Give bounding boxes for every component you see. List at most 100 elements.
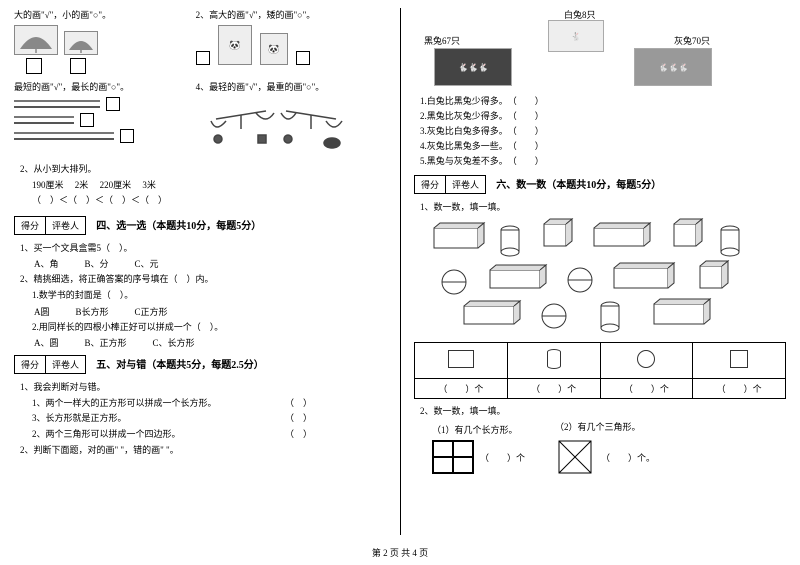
sec4-q2b-options[interactable]: A、圆 B、正方形 C、长方形 <box>34 336 386 349</box>
count-label-3[interactable]: （ ）个 <box>600 378 693 398</box>
count-label-1[interactable]: （ ）个 <box>415 378 508 398</box>
rope-2-checkbox[interactable] <box>80 113 94 127</box>
fan-large-checkbox[interactable] <box>26 58 42 74</box>
balance-scale-image <box>196 97 346 157</box>
sec6-q2b-blank[interactable]: （ ）个。 <box>601 451 655 464</box>
sec5-item-3: 2、两个三角形可以拼成一个四边形。 （ ） <box>32 428 312 441</box>
sort-items: 190厘米 2米 220厘米 3米 <box>32 179 386 192</box>
white-rabbit-image: 🐇 <box>548 20 604 52</box>
black-rabbit-image: 🐇🐇🐇 <box>434 48 512 86</box>
left-column: 大的画"√"，小的画"○"。 2、高大的画"√"，矮的画"○"。 🐼 🐼 <box>0 0 400 565</box>
rope-3-checkbox[interactable] <box>120 129 134 143</box>
rabbit-q1-text: 1.白兔比黑兔少得多。 <box>420 96 503 106</box>
right-column: 白兔8只 黑兔67只 灰兔70只 🐇 🐇🐇🐇 🐇🐇🐇 1.白兔比黑兔少得多。 （… <box>400 0 800 565</box>
count-table: （ ）个 （ ）个 （ ）个 （ ）个 <box>414 342 786 399</box>
rabbit-q4: 4.灰兔比黑兔多一些。 （ ） <box>420 139 786 152</box>
sort-item-2: 2米 <box>75 180 89 190</box>
sec6-heading: 六、数一数（本题共10分，每题5分） <box>496 176 661 191</box>
sec5-score-box: 得分 评卷人 <box>14 355 86 374</box>
rabbit-q2-text: 2.黑兔比灰兔少得多。 <box>420 111 503 121</box>
sec4-q2a-opt-b[interactable]: B长方形 <box>76 305 109 318</box>
sec6-q2a: （1）有几个长方形。 <box>432 423 525 436</box>
sec5-grader-label: 评卷人 <box>46 356 85 373</box>
sec4-q1: 1、买一个文具盒需5（ ）。 <box>20 242 386 255</box>
sec4-q2b: 2.用同样长的四根小棒正好可以拼成一个（ ）。 <box>32 321 386 334</box>
sec4-grader-label: 评卷人 <box>46 217 85 234</box>
triangle-figure <box>555 437 595 477</box>
sec5-heading: 五、对与错（本题共5分，每题2.5分） <box>96 356 264 371</box>
sec4-q2a-opt-a[interactable]: A圆 <box>34 305 50 318</box>
sec4-q2a-opt-c[interactable]: C正方形 <box>135 305 168 318</box>
sec6-q2a-blank[interactable]: （ ）个 <box>480 451 525 464</box>
fan-large-image <box>14 25 58 55</box>
sec5-item-2: 3、长方形就是正方形。 （ ） <box>32 412 312 425</box>
rabbit-q5: 5.黑兔与灰兔差不多。 （ ） <box>420 154 786 167</box>
page-footer: 第 2 页 共 4 页 <box>0 546 800 559</box>
grey-rabbit-image: 🐇🐇🐇 <box>634 48 712 86</box>
sec6-q1: 1、数一数，填一填。 <box>420 201 786 214</box>
sort-item-3: 220厘米 <box>100 180 132 190</box>
count-cell-cylinder <box>507 342 600 378</box>
q3-instruction: 最短的画"√"，最长的画"○"。 <box>14 80 190 93</box>
sec5-item-3-text: 2、两个三角形可以拼成一个四边形。 <box>32 428 181 441</box>
sec4-q1-opt-a[interactable]: A、角 <box>34 257 59 270</box>
sec6-score-label: 得分 <box>415 176 446 193</box>
sort-blanks[interactable]: （ ）＜（ ）＜（ ）＜（ ） <box>32 194 386 207</box>
sort-item-4: 3米 <box>142 180 156 190</box>
sec4-q2b-opt-b[interactable]: B、正方形 <box>85 336 127 349</box>
rabbit-q4-text: 4.灰兔比黑兔多一些。 <box>420 141 503 151</box>
shapes-svg <box>414 218 774 336</box>
rabbit-q2: 2.黑兔比灰兔少得多。 （ ） <box>420 109 786 122</box>
count-label-2[interactable]: （ ）个 <box>507 378 600 398</box>
fan-small-image <box>64 31 98 55</box>
sec6-q2b-wrap: （2）有几个三角形。 （ ）个。 <box>555 420 655 477</box>
rabbit-q3-text: 3.灰兔比白兔多得多。 <box>420 126 503 136</box>
sec5-item-3-blank[interactable]: （ ） <box>285 428 312 441</box>
shapes-area <box>414 218 786 338</box>
rope-2 <box>14 116 74 124</box>
sec5-q1: 1、我会判断对与错。 <box>20 381 386 394</box>
sec4-score-box: 得分 评卷人 <box>14 216 86 235</box>
sort-item-1: 190厘米 <box>32 180 64 190</box>
sec4-q2a: 1.数学书的封面是（ ）。 <box>32 289 386 302</box>
compare-size-row: 大的画"√"，小的画"○"。 2、高大的画"√"，矮的画"○"。 🐼 🐼 <box>14 8 386 74</box>
sec5-item-2-blank[interactable]: （ ） <box>285 412 312 425</box>
q1-instruction: 大的画"√"，小的画"○"。 <box>14 8 190 21</box>
sec4-q1-options[interactable]: A、角 B、分 C、元 <box>34 257 386 270</box>
sec6-q2: 2、数一数，填一填。 <box>420 405 786 418</box>
sec4-q1-opt-c[interactable]: C、元 <box>135 257 159 270</box>
panda-tall-image: 🐼 <box>218 25 252 65</box>
sec4-q2b-opt-a[interactable]: A、圆 <box>34 336 59 349</box>
sec4-q2a-options[interactable]: A圆 B长方形 C正方形 <box>34 305 386 318</box>
sec6-q2a-wrap: （1）有几个长方形。 （ ）个 <box>432 423 525 474</box>
sec5-item-1-text: 1、两个一样大的正方形可以拼成一个长方形。 <box>32 397 217 410</box>
rabbit-q3: 3.灰兔比白兔多得多。 （ ） <box>420 124 786 137</box>
sec5-item-1-blank[interactable]: （ ） <box>285 397 312 410</box>
q4-instruction: 4、最轻的画"√"，最重的画"○"。 <box>196 80 386 93</box>
count-cell-cube <box>693 342 786 378</box>
sec5-score-label: 得分 <box>15 356 46 373</box>
sort-title: 2、从小到大排列。 <box>20 163 386 176</box>
sec4-heading: 四、选一选（本题共10分，每题5分） <box>96 217 261 232</box>
count-cell-cuboid <box>415 342 508 378</box>
panda-tall-checkbox[interactable] <box>196 51 210 65</box>
sec4-q2b-opt-c[interactable]: C、长方形 <box>153 336 195 349</box>
rope-3 <box>14 132 114 140</box>
sec4-q2: 2、精挑细选，将正确答案的序号填在（ ）内。 <box>20 273 386 286</box>
q2-instruction: 2、高大的画"√"，矮的画"○"。 <box>196 8 386 21</box>
sec6-grader-label: 评卷人 <box>446 176 485 193</box>
panda-short-checkbox[interactable] <box>296 51 310 65</box>
black-rabbit-label: 黑兔67只 <box>424 34 460 47</box>
panda-short-image: 🐼 <box>260 33 288 65</box>
rope-1-checkbox[interactable] <box>106 97 120 111</box>
rectangle-grid-figure <box>432 440 474 474</box>
rabbit-questions: 1.白兔比黑兔少得多。 （ ） 2.黑兔比灰兔少得多。 （ ） 3.灰兔比白兔多… <box>414 94 786 167</box>
rope-1 <box>14 100 100 108</box>
fan-small-checkbox[interactable] <box>70 58 86 74</box>
count-label-4[interactable]: （ ）个 <box>693 378 786 398</box>
compare-length-weight-row: 最短的画"√"，最长的画"○"。 4、最轻的画"√"，最重的画"○"。 <box>14 80 386 157</box>
sec4-q1-opt-b[interactable]: B、分 <box>85 257 109 270</box>
rabbit-scene: 白兔8只 黑兔67只 灰兔70只 🐇 🐇🐇🐇 🐇🐇🐇 <box>414 8 786 92</box>
grey-rabbit-label: 灰兔70只 <box>674 34 710 47</box>
count-cell-sphere <box>600 342 693 378</box>
